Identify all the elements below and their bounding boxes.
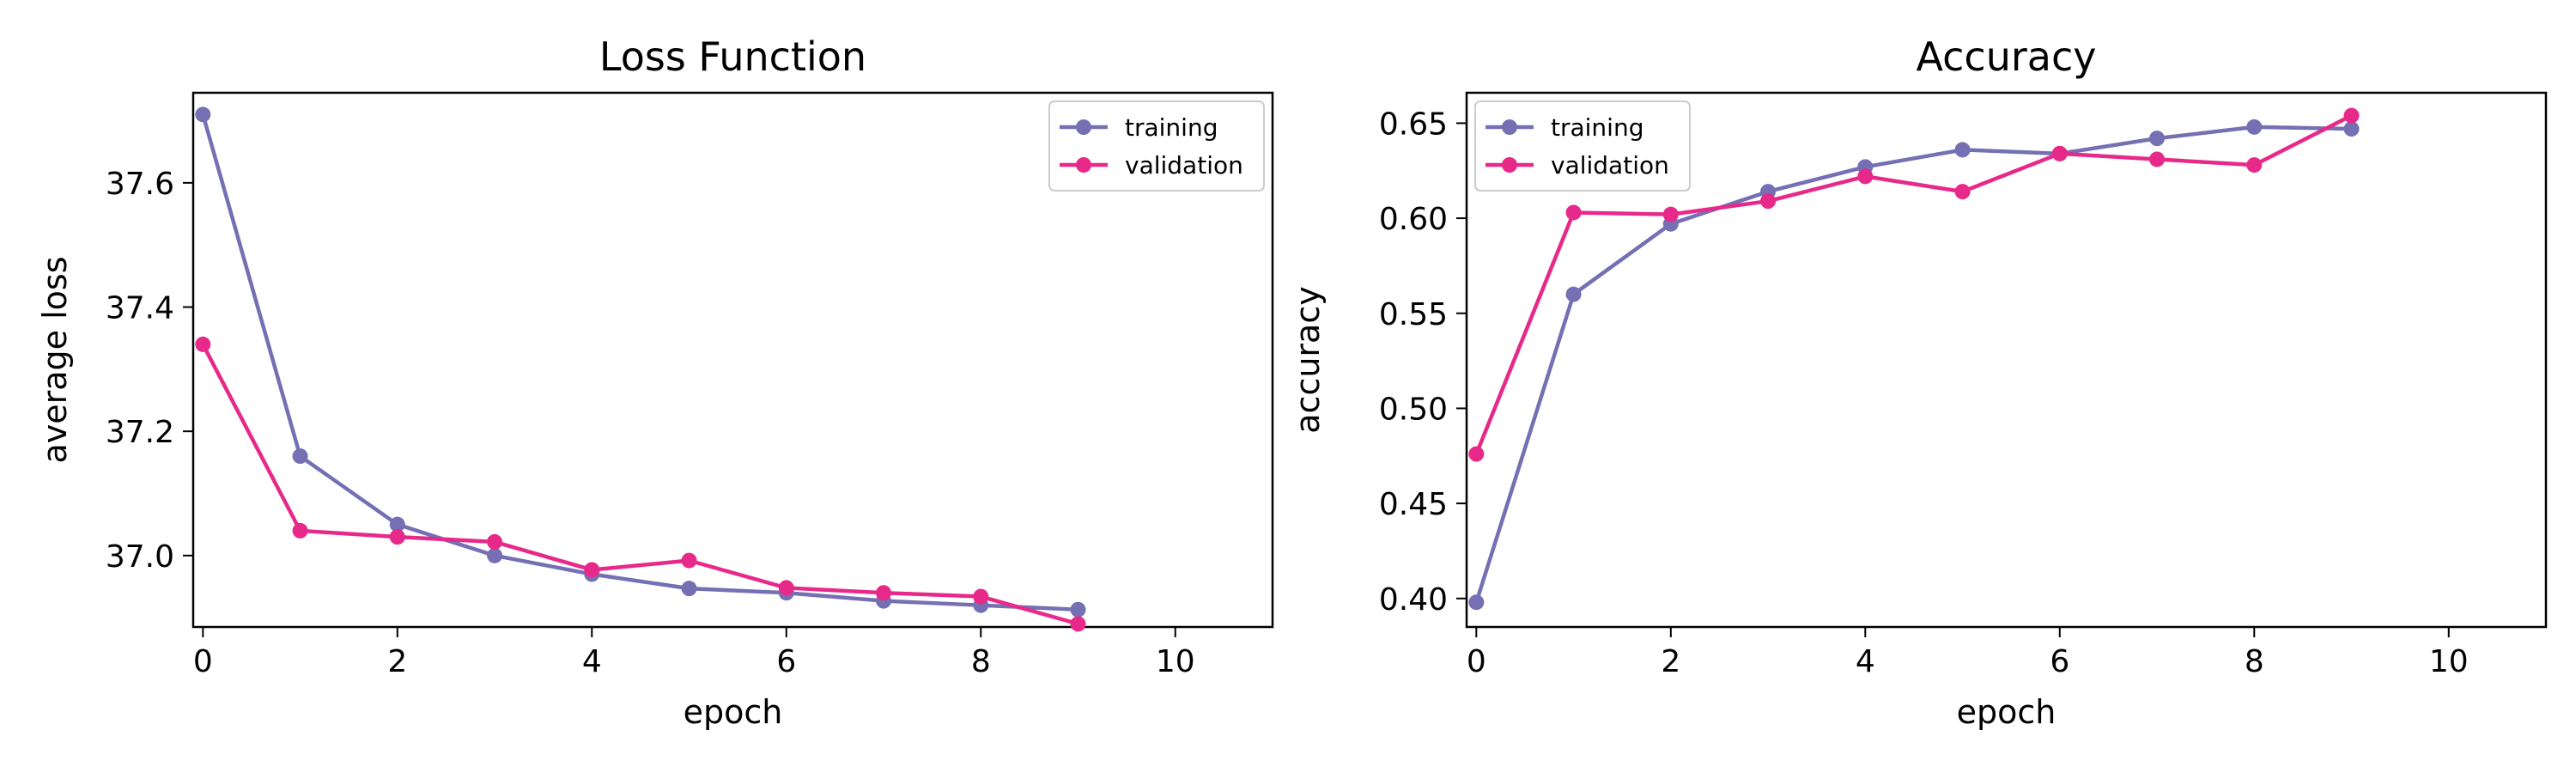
data-point-validation [778,580,794,596]
data-point-training [1468,594,1485,611]
x-tick-label: 10 [1156,644,1195,679]
x-tick-label: 2 [387,644,407,679]
data-point-validation [1070,616,1086,632]
data-point-validation [487,533,503,550]
x-tick-label: 4 [1856,644,1875,679]
series-line-training [1474,125,2352,603]
series-line-training [201,113,1078,612]
legend-swatch-marker [1076,119,1091,135]
data-point-validation [195,336,211,352]
y-tick-label: 37.2 [106,415,174,450]
data-point-training [389,516,405,533]
legend-swatch-marker [1502,157,1517,173]
data-point-training [487,547,503,563]
data-point-validation [973,588,989,605]
data-point-training [1954,142,1971,158]
legend-box [1474,100,1691,192]
data-point-training [292,448,308,465]
series-line-validation [201,343,1079,626]
y-tick-label: 37.6 [106,167,174,202]
y-tick-label: 0.65 [1379,107,1448,142]
data-point-validation [876,585,892,601]
legend-swatch-marker [1502,119,1517,135]
plot-frame [191,91,1274,629]
data-point-validation [2051,145,2068,161]
chart-panel-0: Loss Function 0 2 4 6 8 10 37.0 37.2 37.4 37.6 epoc… [36,33,1274,731]
data-point-validation [1468,446,1485,462]
legend-label: training [1551,113,1643,142]
x-tick-label: 6 [2050,644,2069,679]
y-tick-label: 0.50 [1379,392,1448,427]
data-point-validation [1954,184,1971,200]
data-point-training [681,581,697,597]
data-point-validation [2343,107,2360,124]
data-point-validation [2149,151,2166,167]
legend-box [1048,100,1265,192]
data-point-training [195,107,211,123]
series-validation [1468,107,2360,462]
data-point-validation [2246,157,2263,173]
data-point-validation [292,522,308,539]
x-tick-label: 0 [1467,644,1486,679]
y-tick-label: 0.40 [1379,582,1448,618]
series-line-validation [1474,113,2353,455]
data-point-training [2343,121,2360,137]
data-point-validation [584,562,600,578]
x-tick-label: 0 [193,644,213,679]
plot-frame [1465,91,2548,629]
legend-swatch-marker [1076,157,1091,173]
legend: training validation [1048,100,1265,192]
x-tick-label: 8 [2245,644,2264,679]
chart-title: Accuracy [1916,33,2096,80]
data-point-training [2246,119,2263,135]
y-tick-label: 37.0 [106,539,174,575]
x-tick-label: 8 [971,644,991,679]
data-point-validation [681,552,697,569]
y-tick-label: 0.45 [1379,487,1448,522]
series-validation [195,336,1086,632]
y-tick-label: 0.60 [1379,202,1448,237]
x-tick-label: 2 [1661,644,1680,679]
y-axis-title: average loss [36,256,74,463]
series-training [1468,119,2360,611]
y-tick-label: 0.55 [1379,297,1448,332]
legend-label: training [1125,113,1218,142]
series-training [195,107,1086,618]
x-tick-label: 4 [582,644,602,679]
y-axis-title: accuracy [1289,286,1327,433]
data-point-training [2149,131,2166,147]
data-point-validation [1857,168,1874,185]
data-point-validation [1662,206,1679,222]
legend-label: validation [1125,151,1243,180]
x-axis-title: epoch [1957,693,2057,731]
x-axis-title: epoch [683,693,783,731]
data-point-training [1565,286,1582,302]
x-tick-label: 6 [776,644,796,679]
y-tick-label: 37.4 [106,291,174,326]
x-tick-label: 10 [2429,644,2469,679]
chart-title: Loss Function [599,33,866,80]
data-point-validation [389,529,405,545]
data-point-validation [1760,193,1777,210]
chart-panel-1: Accuracy 0 2 4 6 8 10 0.40 0.45 0.50 0.55 0.60 0.65 e… [1289,33,2548,731]
legend: training validation [1474,100,1691,192]
data-point-validation [1565,204,1582,221]
legend-label: validation [1551,151,1669,180]
data-point-training [1070,601,1086,618]
